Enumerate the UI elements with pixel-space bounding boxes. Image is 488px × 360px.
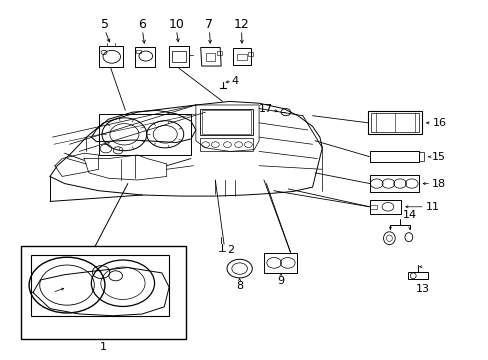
Text: 2: 2 bbox=[226, 246, 233, 255]
Bar bbox=[168, 46, 189, 67]
Bar bbox=[264, 253, 297, 273]
Text: 11: 11 bbox=[425, 202, 439, 212]
Text: 16: 16 bbox=[432, 118, 446, 128]
Bar bbox=[232, 48, 251, 65]
Bar bbox=[247, 53, 252, 56]
Text: 5: 5 bbox=[101, 18, 109, 31]
Text: 14: 14 bbox=[402, 210, 416, 220]
Bar bbox=[30, 255, 169, 316]
Text: 15: 15 bbox=[431, 152, 445, 162]
Bar bbox=[136, 50, 141, 53]
Bar bbox=[407, 272, 427, 279]
Bar bbox=[369, 151, 418, 162]
Bar bbox=[418, 153, 424, 161]
Text: 12: 12 bbox=[233, 18, 249, 31]
Bar bbox=[369, 200, 401, 213]
Bar bbox=[369, 204, 376, 209]
Text: 4: 4 bbox=[231, 76, 238, 86]
Bar bbox=[21, 246, 186, 339]
Bar bbox=[201, 110, 251, 134]
Bar bbox=[371, 113, 418, 132]
Text: 6: 6 bbox=[138, 18, 146, 31]
Text: 8: 8 bbox=[236, 282, 243, 292]
Bar bbox=[368, 111, 421, 134]
Bar bbox=[172, 51, 185, 62]
Bar bbox=[99, 46, 122, 67]
Text: 17: 17 bbox=[259, 104, 273, 113]
Text: 9: 9 bbox=[277, 276, 284, 286]
Text: 1: 1 bbox=[100, 342, 107, 352]
Text: 18: 18 bbox=[431, 179, 446, 189]
Bar bbox=[205, 53, 215, 61]
Text: 10: 10 bbox=[168, 18, 184, 31]
Text: 3: 3 bbox=[42, 289, 50, 299]
Bar bbox=[216, 51, 221, 55]
Bar bbox=[237, 54, 246, 60]
Text: 13: 13 bbox=[415, 284, 429, 294]
Bar bbox=[200, 109, 253, 135]
Bar bbox=[200, 138, 253, 152]
Bar bbox=[135, 47, 154, 67]
Text: 7: 7 bbox=[205, 18, 213, 31]
Bar bbox=[99, 114, 191, 155]
Bar bbox=[369, 175, 418, 192]
